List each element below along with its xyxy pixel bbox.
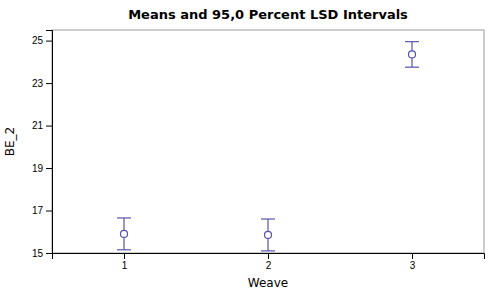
y-tick-mark: [46, 253, 52, 254]
x-tick-mark: [412, 253, 413, 259]
y-tick-label: 25: [32, 35, 44, 46]
y-tick-label: 15: [32, 248, 44, 259]
y-tick: 21: [32, 120, 52, 131]
y-tick: 25: [32, 35, 52, 46]
x-tick-mark: [268, 253, 269, 259]
y-axis-line: [46, 31, 53, 254]
y-tick: 19: [32, 163, 52, 174]
x-tick-label: 1: [122, 260, 128, 271]
mean-point: [409, 51, 416, 58]
y-tick-mark: [46, 83, 52, 84]
error-cap-upper: [405, 41, 419, 42]
chart: 123151719212325Means and 95,0 Percent LS…: [0, 0, 500, 295]
x-tick-label: 3: [410, 260, 416, 271]
x-tick-mark: [124, 253, 125, 259]
y-axis: 15 17 19 21 23 25: [32, 31, 53, 259]
error-cap-upper: [261, 218, 275, 219]
x-axis-line: [53, 254, 485, 260]
y-tick-mark: [46, 41, 52, 42]
y-tick-label: 23: [32, 78, 44, 89]
error-cap-lower: [261, 250, 275, 251]
y-tick-label: 17: [32, 205, 44, 216]
y-tick: 23: [32, 78, 52, 89]
x-tick: 2: [266, 253, 272, 271]
plot-frame: [52, 30, 484, 253]
mean-point: [121, 230, 128, 237]
y-tick-mark: [46, 211, 52, 212]
x-axis: 1 2 3: [53, 253, 485, 271]
y-axis-title: BE_2: [3, 127, 17, 156]
y-tick-mark: [46, 168, 52, 169]
error-bar: [405, 42, 419, 67]
x-tick: 1: [122, 253, 128, 271]
error-bar: [261, 219, 275, 251]
y-tick-label: 19: [32, 163, 44, 174]
error-cap-lower: [405, 67, 419, 68]
y-tick-mark: [46, 126, 52, 127]
error-cap-lower: [117, 249, 131, 250]
y-tick: 15: [32, 248, 52, 259]
y-tick: 17: [32, 205, 52, 216]
x-tick-label: 2: [266, 260, 272, 271]
marks: [117, 42, 419, 251]
x-tick: 3: [410, 253, 416, 271]
plot-area: 123151719212325: [32, 30, 485, 271]
mean-point: [265, 231, 272, 238]
y-tick-label: 21: [32, 120, 44, 131]
error-cap-upper: [117, 217, 131, 218]
title: Means and 95,0 Percent LSD Intervals: [128, 7, 408, 22]
x-axis-title: Weave: [248, 276, 288, 290]
error-bar: [117, 218, 131, 250]
